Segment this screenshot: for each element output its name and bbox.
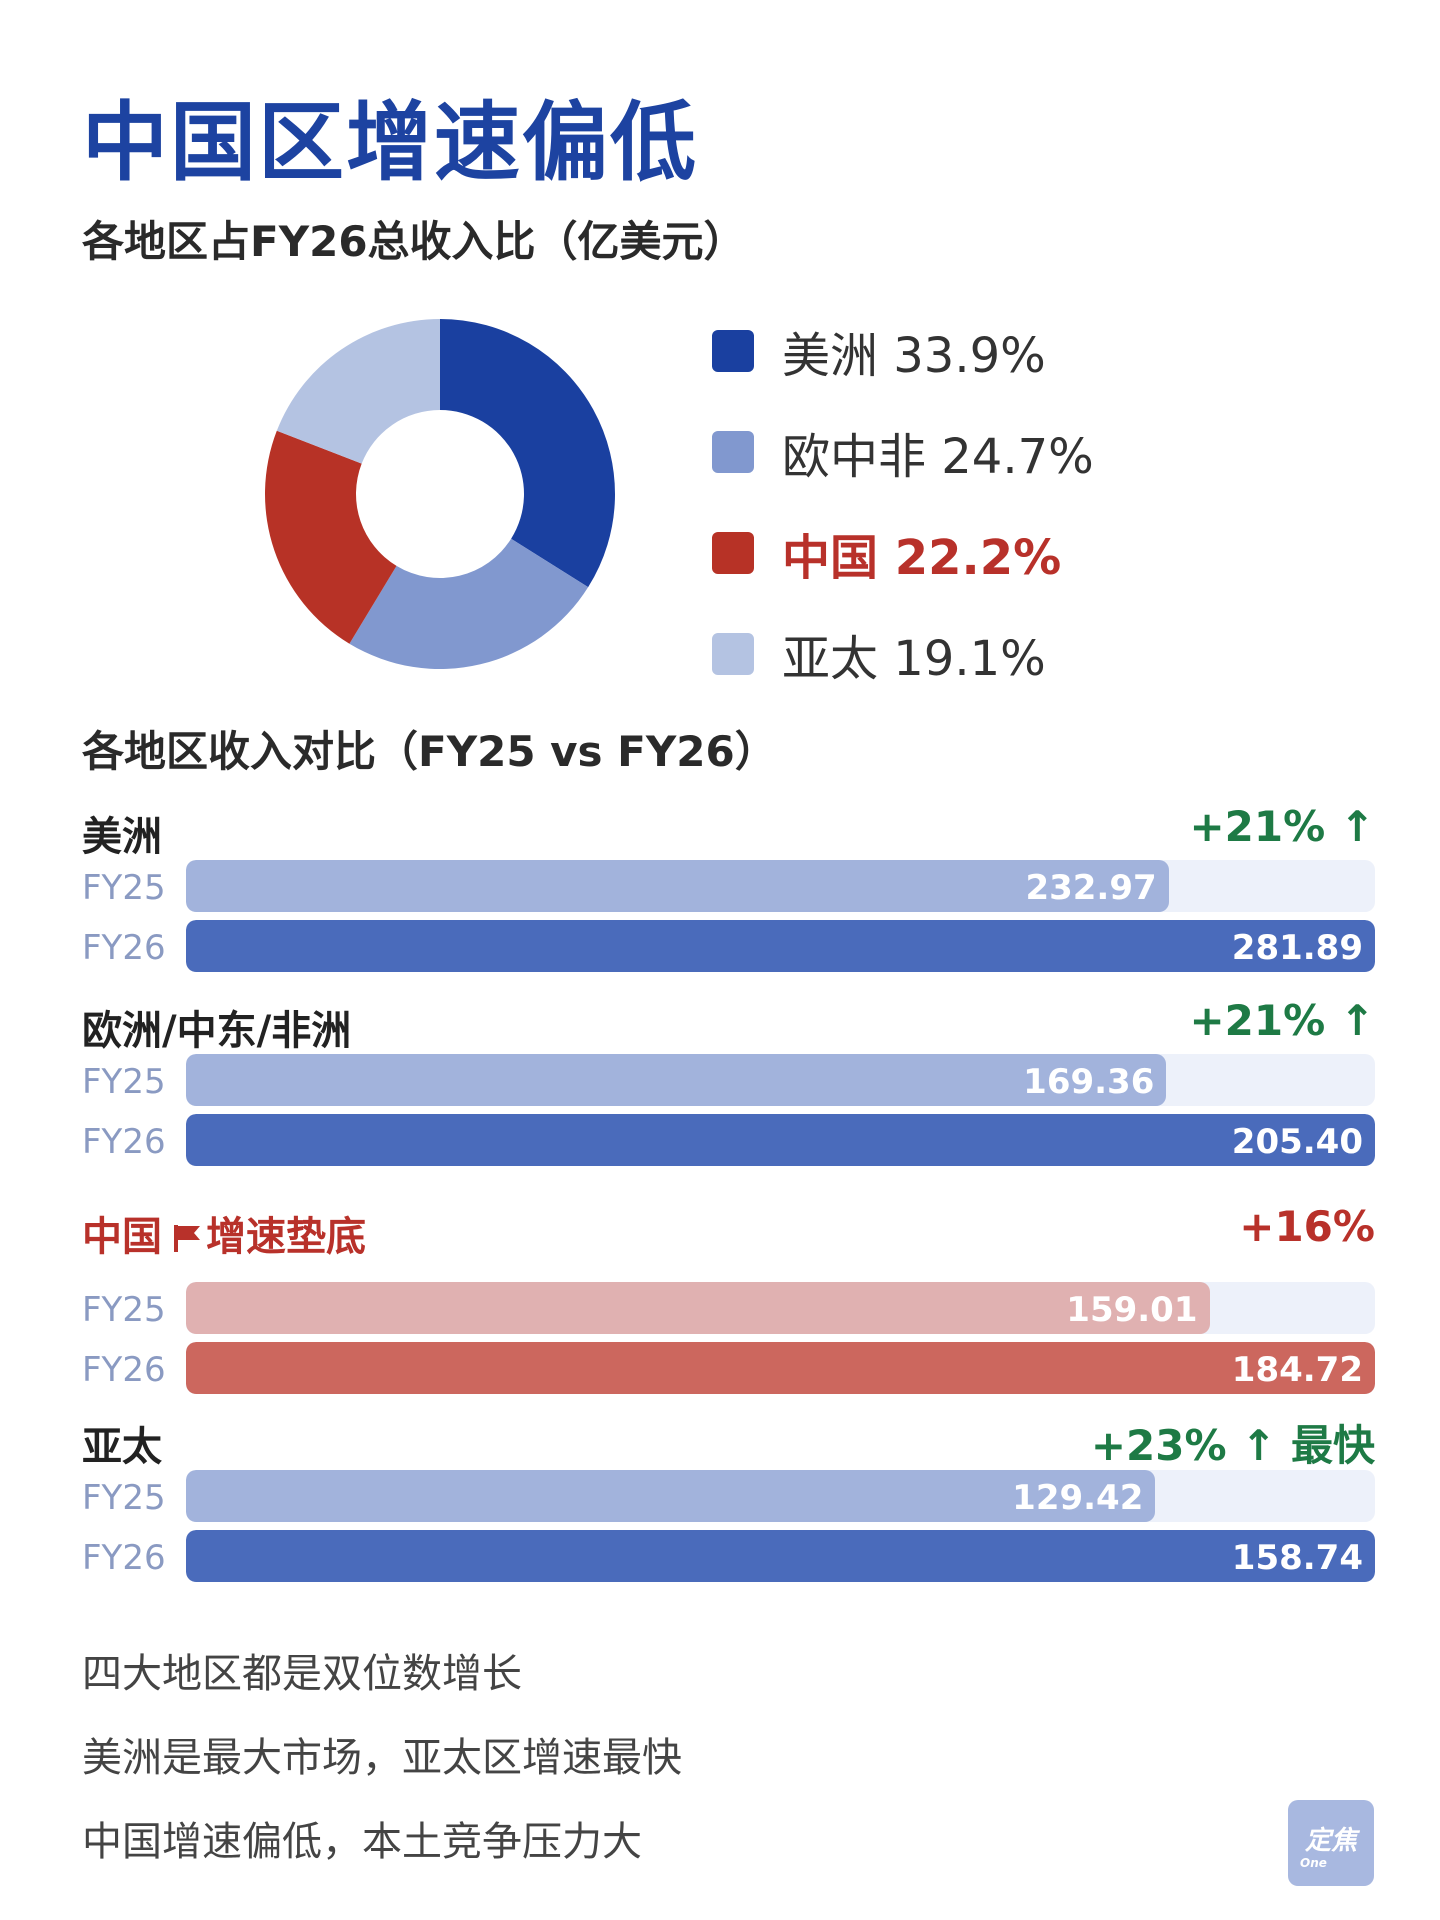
region-name-suffix: 增速垫底 xyxy=(206,1214,366,1260)
bar-track: 184.72 xyxy=(186,1342,1375,1394)
bar-row-fy26: FY26 205.40 xyxy=(82,1114,1375,1166)
bar-track: 169.36 xyxy=(186,1054,1375,1106)
bar-chart-title: 各地区收入对比（FY25 vs FY26） xyxy=(82,727,777,776)
bar-value-label: 205.40 xyxy=(1231,1122,1363,1162)
bar-value-label: 169.36 xyxy=(1023,1062,1155,1102)
bar-row-fy25: FY25 159.01 xyxy=(82,1282,1375,1334)
legend-item-emea: 欧中非 24.7% xyxy=(712,401,1094,502)
note-line: 四大地区都是双位数增长 xyxy=(82,1651,522,1697)
donut-legend: 美洲 33.9% 欧中非 24.7% 中国 22.2% 亚太 19.1% xyxy=(712,300,1094,704)
bar-value-label: 129.42 xyxy=(1012,1478,1144,1518)
legend-swatch xyxy=(712,531,754,574)
bar-row-fy26: FY26 281.89 xyxy=(82,920,1375,972)
bar-year-label: FY25 xyxy=(82,868,166,908)
bar-fill: 158.74 xyxy=(186,1530,1375,1582)
bar-year-label: FY26 xyxy=(82,928,166,968)
notes: 四大地区都是双位数增长 美洲是最大市场，亚太区增速最快 中国增速偏低，本土竞争压… xyxy=(82,1646,682,1898)
region-name: 亚太 xyxy=(82,1424,162,1470)
legend-label: 美洲 33.9% xyxy=(782,327,1046,384)
legend-label: 亚太 19.1% xyxy=(782,630,1046,687)
bar-year-label: FY26 xyxy=(82,1122,166,1162)
bar-fill: 169.36 xyxy=(186,1054,1167,1106)
note-line: 中国增速偏低，本土竞争压力大 xyxy=(82,1819,642,1865)
legend-label: 中国 22.2% xyxy=(782,529,1062,586)
page-title: 中国区增速偏低 xyxy=(82,93,698,193)
region-americas: 美洲 +21% ↑ FY25 232.97 FY26 281.89 xyxy=(82,800,1375,980)
bar-year-label: FY26 xyxy=(82,1350,166,1390)
bar-track: 232.97 xyxy=(186,860,1375,912)
region-name: 中国 增速垫底 xyxy=(82,1204,366,1262)
bar-year-label: FY25 xyxy=(82,1290,166,1330)
legend-swatch xyxy=(712,632,754,675)
legend-label: 欧中非 24.7% xyxy=(782,428,1094,485)
region-apac: 亚太 +23% ↑ 最快 FY25 129.42 FY26 158.74 xyxy=(82,1410,1375,1590)
region-growth: +21% ↑ xyxy=(1189,996,1375,1045)
region-name: 欧洲/中东/非洲 xyxy=(82,1008,352,1054)
legend-item-americas: 美洲 33.9% xyxy=(712,300,1094,401)
bar-value-label: 184.72 xyxy=(1231,1350,1363,1390)
bar-value-label: 232.97 xyxy=(1025,868,1157,908)
legend-swatch xyxy=(712,329,754,372)
donut-chart-title: 各地区占FY26总收入比（亿美元） xyxy=(82,217,746,266)
bar-value-label: 159.01 xyxy=(1066,1290,1198,1330)
region-emea: 欧洲/中东/非洲 +21% ↑ FY25 169.36 FY26 205.40 xyxy=(82,994,1375,1174)
note-line: 美洲是最大市场，亚太区增速最快 xyxy=(82,1735,682,1781)
donut-slice-2 xyxy=(265,430,397,644)
bar-fill: 159.01 xyxy=(186,1282,1210,1334)
bar-track: 281.89 xyxy=(186,920,1375,972)
brand-logo: 定焦 One xyxy=(1288,1800,1374,1886)
bar-row-fy25: FY25 129.42 xyxy=(82,1470,1375,1522)
bar-fill: 205.40 xyxy=(186,1114,1375,1166)
bar-year-label: FY25 xyxy=(82,1478,166,1518)
bar-row-fy25: FY25 169.36 xyxy=(82,1054,1375,1106)
flag-icon xyxy=(174,1225,200,1252)
bar-fill: 281.89 xyxy=(186,920,1375,972)
logo-text: 定焦 xyxy=(1304,1826,1357,1856)
donut-slice-1 xyxy=(349,538,589,669)
donut-slice-3 xyxy=(276,319,440,464)
bar-track: 205.40 xyxy=(186,1114,1375,1166)
legend-swatch xyxy=(712,430,754,473)
legend-item-china: 中国 22.2% xyxy=(712,502,1094,603)
legend-item-apac: 亚太 19.1% xyxy=(712,603,1094,704)
bar-fill: 129.42 xyxy=(186,1470,1156,1522)
region-growth: +21% ↑ xyxy=(1189,802,1375,851)
bar-fill: 232.97 xyxy=(186,860,1169,912)
donut-slice-0 xyxy=(440,319,615,588)
bar-track: 129.42 xyxy=(186,1470,1375,1522)
region-growth: +16% xyxy=(1239,1202,1375,1251)
bar-value-label: 281.89 xyxy=(1231,928,1363,968)
bar-year-label: FY25 xyxy=(82,1062,166,1102)
bar-fill: 184.72 xyxy=(186,1342,1375,1394)
bar-row-fy25: FY25 232.97 xyxy=(82,860,1375,912)
bar-track: 158.74 xyxy=(186,1530,1375,1582)
region-china: 中国 增速垫底 +16% FY25 159.01 FY26 184.72 xyxy=(82,1200,1375,1402)
region-name: 美洲 xyxy=(82,814,162,860)
logo-sub: One xyxy=(1300,1856,1327,1870)
bar-row-fy26: FY26 184.72 xyxy=(82,1342,1375,1394)
bar-value-label: 158.74 xyxy=(1231,1538,1363,1578)
region-growth: +23% ↑ 最快 xyxy=(1090,1421,1375,1470)
bar-row-fy26: FY26 158.74 xyxy=(82,1530,1375,1582)
bar-track: 159.01 xyxy=(186,1282,1375,1334)
donut-chart xyxy=(265,319,615,669)
bar-year-label: FY26 xyxy=(82,1538,166,1578)
region-name-text: 中国 xyxy=(82,1214,162,1260)
